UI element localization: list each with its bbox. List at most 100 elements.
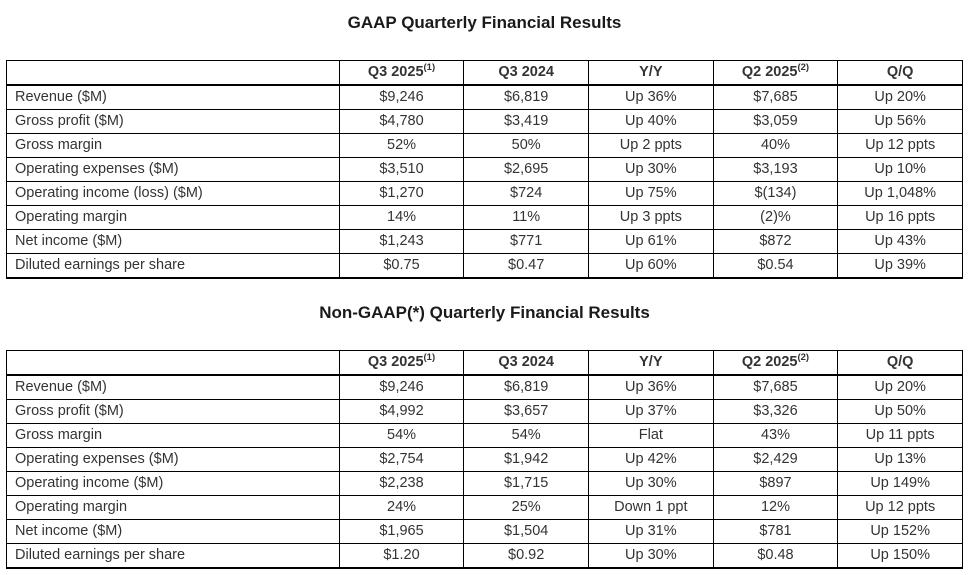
non-gaap-table-title: Non-GAAP(*) Quarterly Financial Results xyxy=(319,303,650,322)
row-label: Revenue ($M) xyxy=(6,84,340,110)
cell-value: Up 56% xyxy=(837,109,963,134)
cell-value: 54% xyxy=(463,423,589,448)
cell-value: Up 3 ppts xyxy=(588,205,714,230)
gaap-results-section: GAAP Quarterly Financial Results Q3 2025… xyxy=(6,13,963,279)
row-label: Operating expenses ($M) xyxy=(6,157,340,182)
cell-value: Up 152% xyxy=(837,519,963,544)
cell-value: $0.54 xyxy=(712,253,839,279)
table-header: Q3 2025(1) Q3 2024 Y/Y Q2 2025(2) Q/Q xyxy=(6,60,963,86)
table-row: Operating income ($M) $2,238 $1,715 Up 30% $… xyxy=(6,471,963,496)
cell-value: Up 30% xyxy=(588,543,714,569)
cell-value: $6,819 xyxy=(463,84,589,110)
row-label: Diluted earnings per share xyxy=(6,253,340,279)
table-row: Operating margin 24% 25% Down 1 ppt 12% Up 12… xyxy=(6,495,963,520)
row-label-column-header xyxy=(6,350,340,376)
cell-value: $4,992 xyxy=(338,399,465,424)
cell-value: Up 149% xyxy=(837,471,963,496)
cell-value: Up 20% xyxy=(837,84,963,110)
cell-value: $1,504 xyxy=(463,519,589,544)
column-header-label: Q3 2025 xyxy=(367,64,424,80)
column-header: Q3 2024 xyxy=(463,350,589,376)
table-row: Gross profit ($M) $4,992 $3,657 Up 37% $3,32… xyxy=(6,399,963,424)
cell-value: Up 42% xyxy=(588,447,714,472)
non-gaap-results-table: Q3 2025(1) Q3 2024 Y/Y Q2 2025(2) Q/Q Revenu… xyxy=(6,350,963,569)
row-label: Gross profit ($M) xyxy=(6,399,340,424)
table-row: Net income ($M) $1,243 $771 Up 61% $872 Up 43… xyxy=(6,229,963,254)
cell-value: 50% xyxy=(463,133,589,158)
cell-value: 12% xyxy=(712,495,839,520)
column-header: Q2 2025(2) xyxy=(712,350,839,376)
header-row: Q3 2025(1) Q3 2024 Y/Y Q2 2025(2) Q/Q xyxy=(6,350,963,376)
cell-value: Up 31% xyxy=(588,519,714,544)
row-label: Gross margin xyxy=(6,133,340,158)
cell-value: $4,780 xyxy=(338,109,465,134)
cell-value: $897 xyxy=(712,471,839,496)
row-label: Net income ($M) xyxy=(6,519,340,544)
cell-value: $2,695 xyxy=(463,157,589,182)
cell-value: $771 xyxy=(463,229,589,254)
table-row: Gross margin 54% 54% Flat 43% Up 11 ppts xyxy=(6,423,963,448)
cell-value: $3,657 xyxy=(463,399,589,424)
cell-value: $6,819 xyxy=(463,374,589,400)
row-label: Operating expenses ($M) xyxy=(6,447,340,472)
cell-value: $1.20 xyxy=(338,543,465,569)
row-label: Revenue ($M) xyxy=(6,374,340,400)
table-row: Net income ($M) $1,965 $1,504 Up 31% $781 Up … xyxy=(6,519,963,544)
cell-value: $0.48 xyxy=(712,543,839,569)
table-row: Revenue ($M) $9,246 $6,819 Up 36% $7,685 Up 2… xyxy=(6,374,963,400)
table-row: Operating margin 14% 11% Up 3 ppts (2)% Up 16… xyxy=(6,205,963,230)
cell-value: Up 12 ppts xyxy=(837,133,963,158)
table-row: Diluted earnings per share $1.20 $0.92 Up 3… xyxy=(6,543,963,569)
table-row: Gross profit ($M) $4,780 $3,419 Up 40% $3,05… xyxy=(6,109,963,134)
cell-value: $3,419 xyxy=(463,109,589,134)
cell-value: Up 2 ppts xyxy=(588,133,714,158)
cell-value: Up 20% xyxy=(837,374,963,400)
cell-value: Up 50% xyxy=(837,399,963,424)
column-header: Y/Y xyxy=(588,60,714,86)
table-body: Revenue ($M) $9,246 $6,819 Up 36% $7,685 Up 2… xyxy=(6,374,963,569)
column-header: Q/Q xyxy=(837,60,963,86)
row-label: Operating margin xyxy=(6,495,340,520)
cell-value: $1,965 xyxy=(338,519,465,544)
row-label: Operating income ($M) xyxy=(6,471,340,496)
column-header: Q/Q xyxy=(837,350,963,376)
cell-value: $3,326 xyxy=(712,399,839,424)
cell-value: $2,429 xyxy=(712,447,839,472)
cell-value: Up 75% xyxy=(588,181,714,206)
footnote-marker: (1) xyxy=(423,352,436,364)
row-label: Operating margin xyxy=(6,205,340,230)
column-header-label: Y/Y xyxy=(639,64,663,80)
cell-value: $724 xyxy=(463,181,589,206)
footnote-marker: (2) xyxy=(797,62,810,74)
cell-value: $3,510 xyxy=(338,157,465,182)
cell-value: $(134) xyxy=(712,181,839,206)
column-header: Q3 2025(1) xyxy=(338,350,465,376)
cell-value: 11% xyxy=(463,205,589,230)
cell-value: Up 16 ppts xyxy=(837,205,963,230)
cell-value: $0.75 xyxy=(338,253,465,279)
table-header: Q3 2025(1) Q3 2024 Y/Y Q2 2025(2) Q/Q xyxy=(6,350,963,376)
footnote-marker: (2) xyxy=(797,352,810,364)
column-header: Q2 2025(2) xyxy=(712,60,839,86)
cell-value: $781 xyxy=(712,519,839,544)
column-header-label: Q2 2025 xyxy=(741,354,798,370)
cell-value: $0.47 xyxy=(463,253,589,279)
cell-value: $9,246 xyxy=(338,374,465,400)
non-gaap-results-section: Non-GAAP(*) Quarterly Financial Results … xyxy=(6,303,963,569)
cell-value: Up 43% xyxy=(837,229,963,254)
gaap-table-title: GAAP Quarterly Financial Results xyxy=(347,13,622,32)
table-body: Revenue ($M) $9,246 $6,819 Up 36% $7,685 Up 2… xyxy=(6,84,963,279)
cell-value: $0.92 xyxy=(463,543,589,569)
column-header-label: Q/Q xyxy=(886,354,914,370)
cell-value: Up 1,048% xyxy=(837,181,963,206)
cell-value: Up 12 ppts xyxy=(837,495,963,520)
row-label: Net income ($M) xyxy=(6,229,340,254)
cell-value: Flat xyxy=(588,423,714,448)
cell-value: $7,685 xyxy=(712,374,839,400)
column-header: Y/Y xyxy=(588,350,714,376)
cell-value: 25% xyxy=(463,495,589,520)
column-header-label: Q/Q xyxy=(886,64,914,80)
cell-value: Down 1 ppt xyxy=(588,495,714,520)
cell-value: $1,942 xyxy=(463,447,589,472)
